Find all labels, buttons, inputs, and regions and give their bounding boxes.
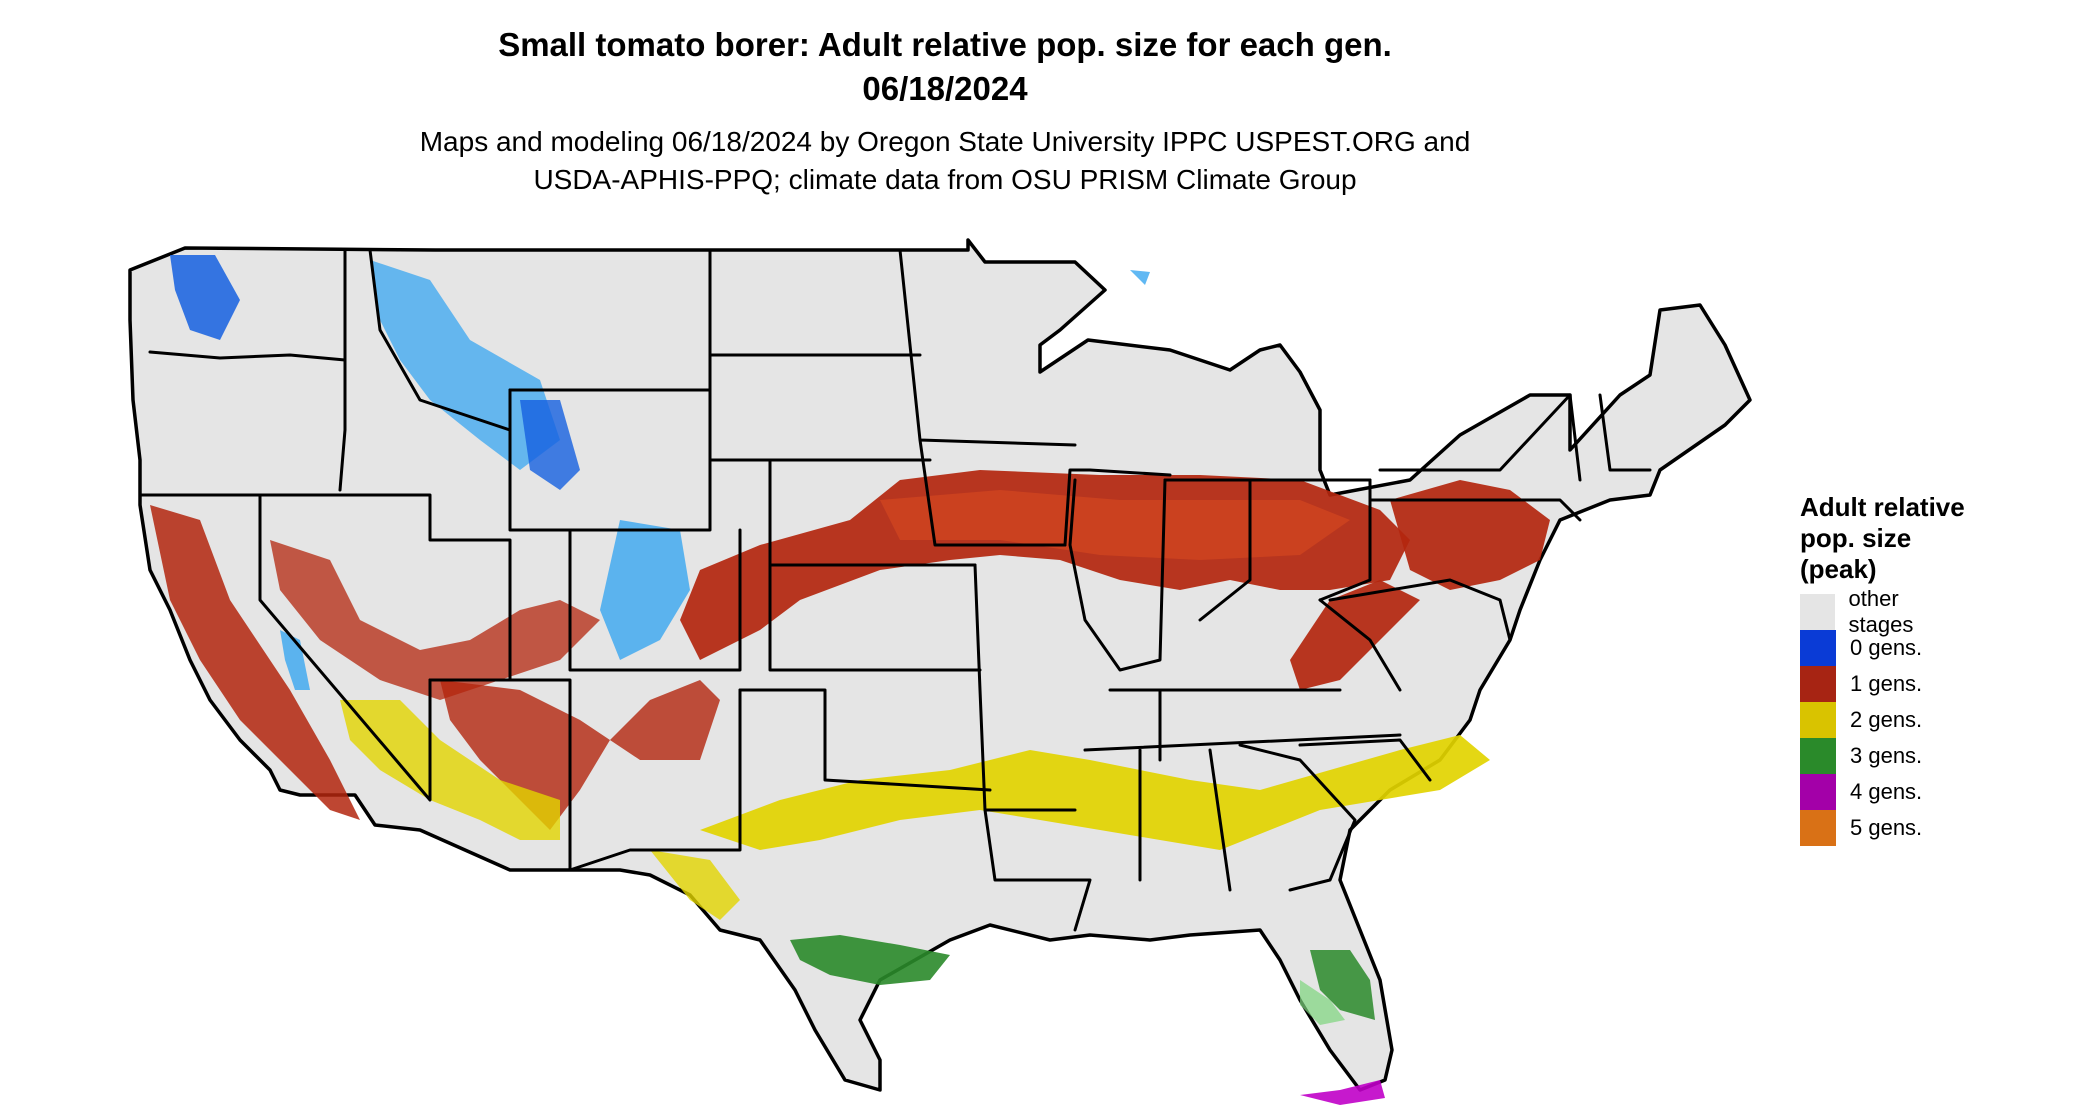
gen0-patch-cascades bbox=[170, 255, 240, 340]
border-in-oh bbox=[1163, 478, 1252, 622]
gen0-patch-sierra bbox=[280, 630, 310, 690]
legend-label: 0 gens. bbox=[1850, 635, 1923, 660]
border-ne-ks bbox=[708, 458, 982, 672]
legend-swatch bbox=[1800, 666, 1836, 702]
legend-title-line: (peak) bbox=[1800, 554, 1877, 584]
legend-label: other stages bbox=[1848, 586, 1914, 637]
generation-patches bbox=[150, 255, 1550, 1105]
legend: Adult relative pop. size (peak) other st… bbox=[1800, 492, 1965, 846]
gen2-patch-west-tx bbox=[650, 850, 740, 920]
legend-item-0-gens: 0 gens. bbox=[1800, 630, 1923, 666]
legend-label: 4 gens. bbox=[1850, 779, 1923, 804]
gen1-patch-california bbox=[150, 505, 360, 820]
gen1-band-mid-lighter bbox=[880, 490, 1350, 560]
map-subtitle-line1: Maps and modeling 06/18/2024 by Oregon S… bbox=[419, 126, 1471, 157]
border-ar-la bbox=[983, 808, 1092, 932]
border-nm-tx bbox=[568, 688, 742, 872]
border-ky-tn bbox=[1108, 688, 1342, 762]
legend-item-4-gens: 4 gens. bbox=[1800, 774, 1923, 810]
map-title-line1: Small tomato borer: Adult relative pop. … bbox=[498, 26, 1392, 63]
border-az-nm bbox=[428, 678, 572, 872]
border-co-nm bbox=[568, 528, 742, 672]
border-il-in bbox=[1068, 478, 1167, 672]
legend-item-2-gens: 2 gens. bbox=[1800, 702, 1923, 738]
gen1-patch-arizona-nm bbox=[440, 680, 720, 830]
border-mo-ar bbox=[973, 563, 1077, 812]
border-new-england bbox=[1568, 393, 1652, 482]
border-ny-north bbox=[1378, 393, 1572, 472]
gen1-band-midatlantic bbox=[1390, 480, 1550, 590]
border-nv bbox=[258, 493, 432, 802]
border-va-md bbox=[1328, 578, 1512, 642]
legend-title-line: pop. size bbox=[1800, 523, 1912, 553]
border-ok bbox=[738, 688, 992, 792]
border-nc-sc bbox=[1298, 738, 1432, 782]
legend-label: 3 gens. bbox=[1850, 743, 1923, 768]
gen3-patch-tx-coast bbox=[790, 935, 950, 985]
border-wi-il bbox=[1063, 468, 1172, 547]
gen2-band-south bbox=[700, 735, 1490, 850]
state-borders bbox=[138, 248, 1652, 932]
border-or-id bbox=[338, 358, 347, 492]
map-subtitle-line2: USDA-APHIS-PPQ; climate data from OSU PR… bbox=[533, 164, 1357, 195]
legend-swatch bbox=[1800, 702, 1836, 738]
border-ga-sc bbox=[1238, 743, 1357, 892]
map-title-line2: 06/18/2024 bbox=[862, 70, 1028, 107]
gen0-patch-michigan bbox=[1130, 270, 1150, 285]
gen1-band-appalachia bbox=[1290, 580, 1420, 690]
gen3-patch-fl-light bbox=[1300, 980, 1345, 1025]
legend-swatch bbox=[1800, 738, 1836, 774]
border-wa-or bbox=[148, 350, 347, 362]
gen0-patch-colorado bbox=[600, 520, 690, 660]
legend-title-line: Adult relative bbox=[1800, 492, 1965, 522]
legend-item-other-stages: other stages bbox=[1800, 586, 1965, 637]
legend-swatch bbox=[1800, 630, 1836, 666]
border-mn-ia bbox=[898, 248, 1077, 547]
legend-label: 5 gens. bbox=[1850, 815, 1923, 840]
legend-item-1-gens: 1 gens. bbox=[1800, 666, 1923, 702]
gen3-patch-florida bbox=[1310, 950, 1375, 1020]
legend-swatch bbox=[1800, 810, 1836, 846]
legend-label: 1 gens. bbox=[1850, 671, 1923, 696]
legend-swatch bbox=[1800, 774, 1836, 810]
gen1-patch-nevada-utah bbox=[270, 540, 600, 700]
legend-item-5-gens: 5 gens. bbox=[1800, 810, 1923, 846]
border-tn-south bbox=[1083, 733, 1402, 892]
border-wv-va bbox=[1318, 598, 1402, 692]
legend-title: Adult relative pop. size (peak) bbox=[1800, 492, 1965, 585]
border-oh-pa bbox=[1248, 478, 1372, 602]
gen0-patch-rockies-north bbox=[370, 260, 560, 470]
border-pa-ny bbox=[1368, 478, 1582, 522]
gen4-patch-keys bbox=[1300, 1080, 1385, 1105]
gen2-patch-arizona bbox=[340, 700, 560, 840]
legend-swatch bbox=[1800, 594, 1835, 630]
gen0-patch-wyoming bbox=[520, 400, 580, 490]
legend-label: 2 gens. bbox=[1850, 707, 1923, 732]
legend-item-3-gens: 3 gens. bbox=[1800, 738, 1923, 774]
